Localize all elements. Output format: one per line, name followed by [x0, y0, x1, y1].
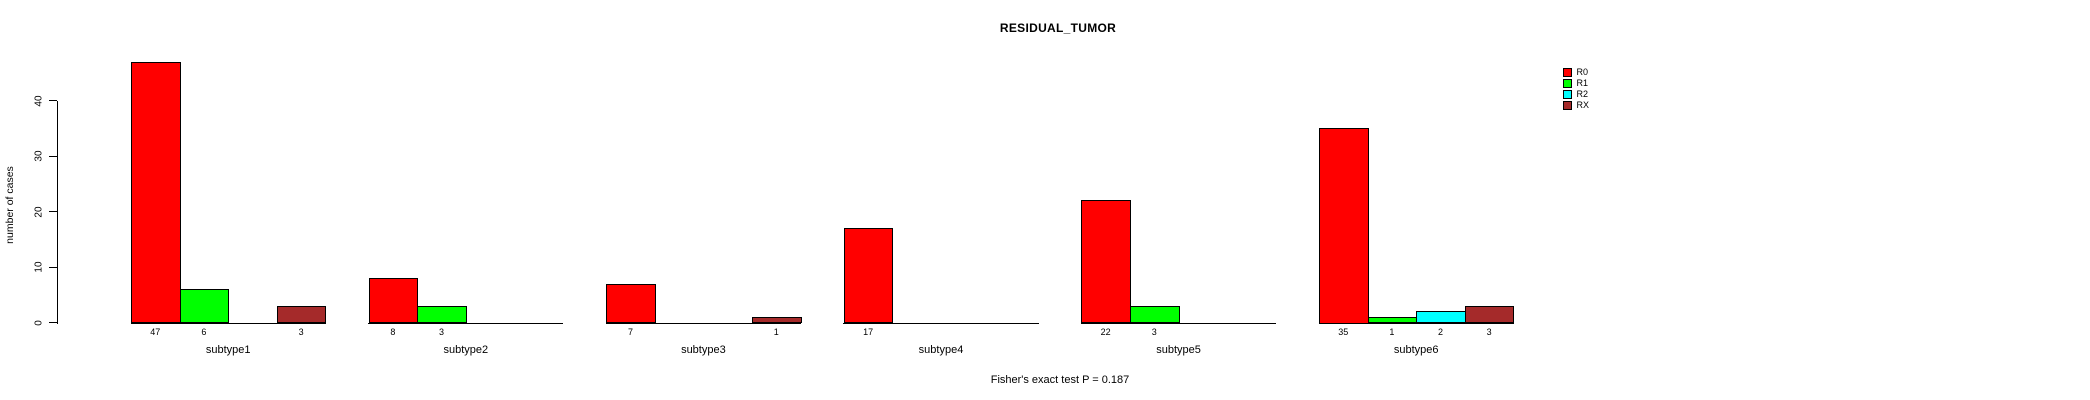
bar-subtype3-R0 [606, 283, 656, 324]
legend-label-RX: RX [1576, 99, 1590, 110]
category-label: subtype2 [443, 344, 489, 356]
bar-value-label: 6 [201, 327, 207, 337]
bar-subtype3-RX [752, 316, 802, 324]
legend-swatch-R2 [1562, 89, 1572, 99]
fisher-test-note: Fisher's exact test P = 0.187 [990, 374, 1130, 386]
legend-label-R1: R1 [1576, 77, 1589, 88]
legend-label-R0: R0 [1576, 66, 1589, 77]
y-axis-tick-label: 30 [33, 150, 44, 162]
bar-subtype1-R0 [131, 61, 181, 324]
y-axis-tick [48, 100, 57, 101]
x-axis-segment [843, 322, 1039, 324]
bar-subtype1-R1 [179, 289, 230, 324]
legend-swatch-RX [1562, 100, 1572, 110]
y-axis-tick [48, 155, 57, 157]
bar-subtype1-RX [276, 305, 327, 324]
x-axis-segment [605, 322, 802, 324]
category-label: subtype1 [205, 344, 251, 356]
bar-subtype6-RX [1464, 305, 1515, 324]
bar-value-label: 7 [627, 327, 634, 337]
legend-label-R2: R2 [1576, 88, 1589, 99]
bar-value-label: 1 [1389, 327, 1395, 337]
bar-value-label: 1 [773, 327, 779, 337]
bar-subtype6-R0 [1319, 128, 1369, 324]
y-axis-tick-label: 10 [33, 261, 44, 273]
bar-subtype6-R1 [1367, 316, 1418, 324]
y-axis-tick-label: 0 [33, 319, 44, 326]
y-axis-line [56, 100, 58, 324]
bar-subtype2-R0 [368, 278, 419, 324]
chart-title: RESIDUAL_TUMOR [999, 21, 1117, 35]
bar-value-label: 3 [298, 327, 304, 337]
bar-value-label: 22 [1100, 327, 1111, 337]
category-label: subtype5 [1156, 344, 1201, 356]
category-label: subtype3 [681, 344, 726, 356]
bar-value-label: 35 [1338, 327, 1349, 337]
bar-value-label: 17 [863, 327, 874, 337]
y-axis-label: number of cases [4, 166, 16, 244]
bar-subtype5-R1 [1130, 305, 1180, 324]
category-label: subtype6 [1393, 344, 1439, 356]
bar-value-label: 2 [1437, 327, 1444, 337]
bar-value-label: 3 [1151, 327, 1157, 337]
y-axis-tick [48, 211, 57, 212]
category-label: subtype4 [918, 344, 964, 356]
bar-value-label: 3 [1486, 327, 1492, 337]
y-axis-tick [48, 266, 57, 268]
bar-subtype2-R1 [417, 305, 467, 324]
bar-value-label: 47 [150, 327, 161, 337]
y-axis-tick [48, 322, 57, 323]
bar-subtype6-R2 [1416, 311, 1466, 324]
legend-swatch-R0 [1562, 67, 1572, 77]
bar-value-label: 8 [390, 327, 396, 337]
bar-subtype4-R0 [843, 228, 894, 324]
bar-value-label: 3 [438, 327, 445, 337]
y-axis-tick-label: 40 [33, 94, 44, 107]
y-axis-tick-label: 20 [33, 205, 44, 218]
bar-subtype5-R0 [1081, 200, 1131, 324]
legend-swatch-R1 [1562, 78, 1572, 88]
